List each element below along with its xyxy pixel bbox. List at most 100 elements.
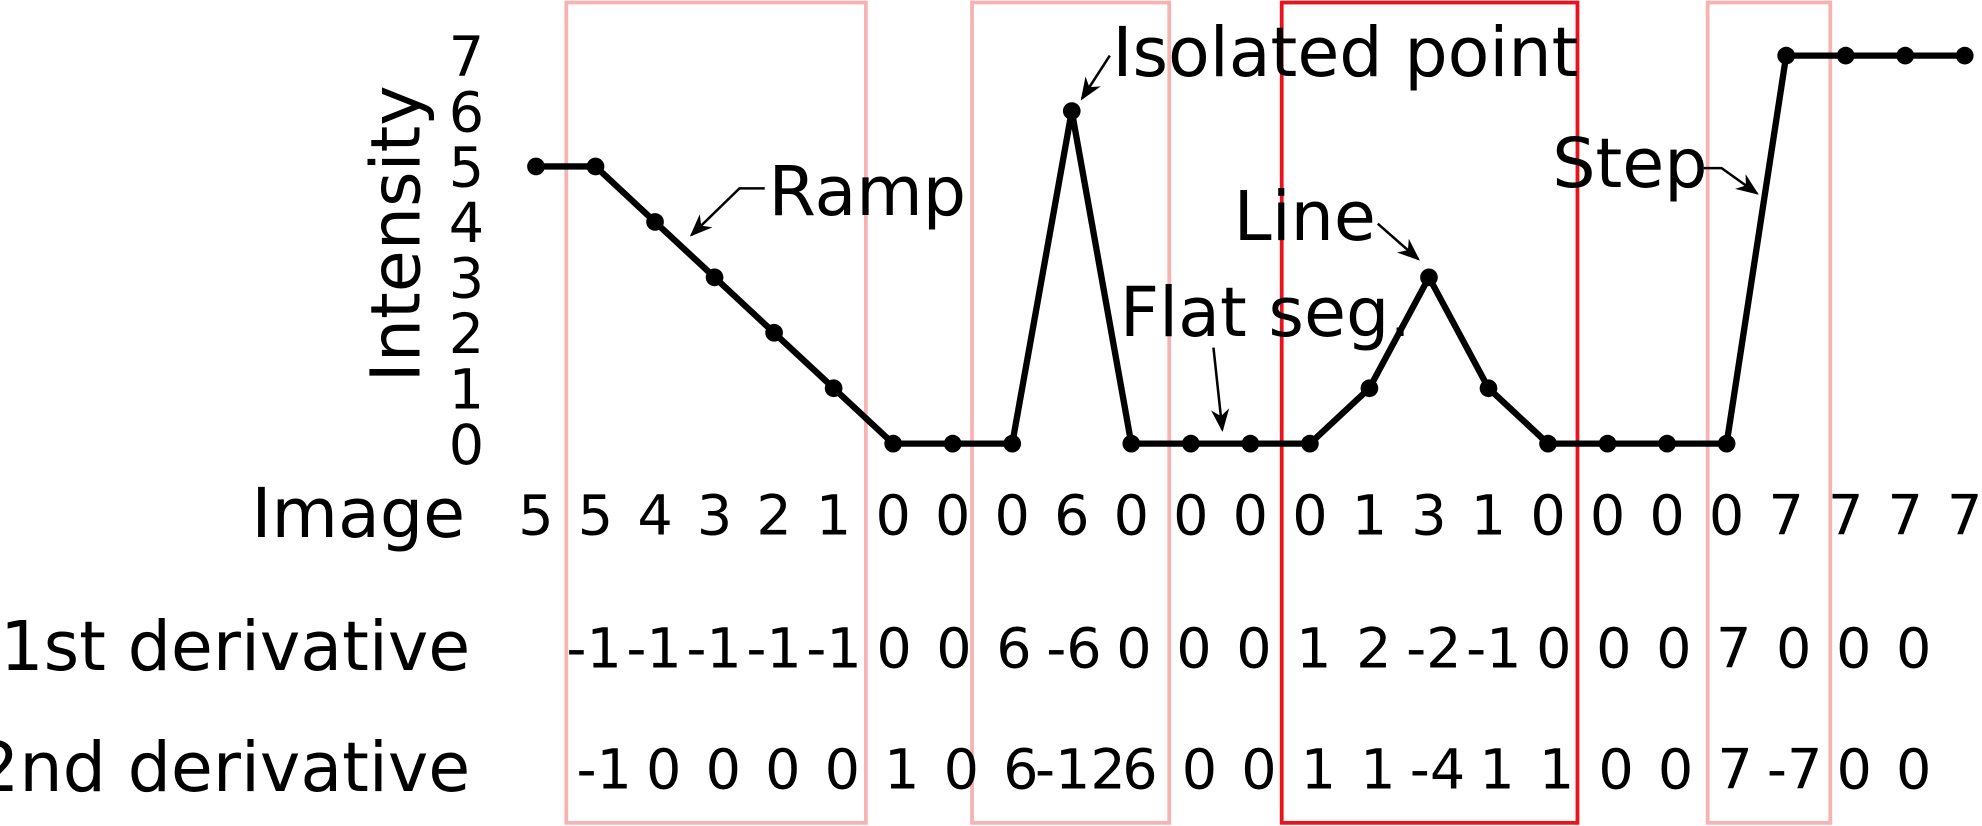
row-value: 0 xyxy=(765,738,800,803)
data-point xyxy=(646,213,664,231)
row-value: 0 xyxy=(1536,616,1571,681)
row-value: 6 xyxy=(1003,738,1038,803)
annotation: Step xyxy=(1552,125,1707,204)
step-box xyxy=(1705,0,1833,825)
row-value: 7 xyxy=(1888,484,1923,549)
data-point xyxy=(1539,434,1557,453)
row-value: 1 xyxy=(1471,484,1506,549)
data-point xyxy=(1122,434,1141,453)
annotation-arrow xyxy=(1080,54,1111,101)
row-value: 0 xyxy=(1598,738,1633,803)
row-value: 7 xyxy=(1716,616,1751,681)
y-axis-label: Intensity xyxy=(358,85,437,382)
data-point xyxy=(1836,46,1855,65)
row-value: 0 xyxy=(1116,616,1151,681)
row-value: 0 xyxy=(1656,616,1691,681)
data-point xyxy=(1360,379,1379,398)
annotation: Ramp xyxy=(769,153,967,232)
row-value: 6 xyxy=(1122,738,1157,803)
row-value: -1 xyxy=(746,616,801,681)
row-value: 7 xyxy=(1768,484,1803,549)
row-value: -7 xyxy=(1767,738,1822,803)
row-value: -1 xyxy=(1466,616,1521,681)
annotation: Isolated point xyxy=(1112,14,1578,93)
y-tick-label: 1 xyxy=(449,357,484,422)
row-value: 0 xyxy=(1233,484,1268,549)
row-value: 4 xyxy=(637,484,672,549)
y-tick-label: 6 xyxy=(449,80,484,145)
row-value: -6 xyxy=(1046,616,1101,681)
row-value: -1 xyxy=(806,616,861,681)
data-point xyxy=(765,323,783,342)
row-value: -2 xyxy=(1406,616,1461,681)
row-label: 2nd derivative xyxy=(0,729,470,808)
data-point xyxy=(1658,434,1676,453)
annotation-arrow xyxy=(1703,166,1759,195)
y-tick-label: 0 xyxy=(449,413,484,478)
data-point xyxy=(586,157,605,176)
data-point xyxy=(1777,46,1796,65)
row-value: 7 xyxy=(1828,484,1863,549)
row-value: 0 xyxy=(1836,616,1871,681)
row-value: 5 xyxy=(518,484,553,549)
row-value: 1 xyxy=(1296,616,1331,681)
row-value: -12 xyxy=(1035,738,1126,803)
row-value: 7 xyxy=(1717,738,1752,803)
row-value: 0 xyxy=(995,484,1030,549)
data-point xyxy=(1181,434,1200,453)
row-value: 1 xyxy=(816,484,851,549)
data-point xyxy=(1062,102,1081,120)
row-value: 1 xyxy=(884,738,919,803)
row-value: 0 xyxy=(935,484,970,549)
row-value: 0 xyxy=(876,616,911,681)
data-point xyxy=(824,379,843,398)
data-point xyxy=(943,434,962,453)
annotation: Line xyxy=(1234,178,1376,257)
annotation: Flat seg. xyxy=(1120,274,1411,353)
row-value: 1 xyxy=(1301,738,1336,803)
row-value: 3 xyxy=(1411,484,1446,549)
line-box xyxy=(1279,0,1580,825)
data-point xyxy=(705,268,724,287)
y-tick-label: 5 xyxy=(449,136,484,201)
row-value: 1 xyxy=(1360,738,1395,803)
row-value: 0 xyxy=(1173,484,1208,549)
data-point xyxy=(1896,46,1915,65)
row-value: 0 xyxy=(1176,616,1211,681)
row-value: 0 xyxy=(1596,616,1631,681)
row-value: 0 xyxy=(1241,738,1276,803)
row-value: 1 xyxy=(1352,484,1387,549)
y-tick-label: 3 xyxy=(449,247,484,312)
row-value: 0 xyxy=(646,738,681,803)
data-point xyxy=(527,157,545,176)
row-value: 3 xyxy=(697,484,732,549)
data-point xyxy=(1003,434,1022,453)
row-value: 2 xyxy=(1356,616,1391,681)
y-tick-label: 4 xyxy=(449,191,484,256)
row-label: 1st derivative xyxy=(0,608,470,687)
row-value: 1 xyxy=(1539,738,1574,803)
row-value: 0 xyxy=(1590,484,1625,549)
row-value: 1 xyxy=(1479,738,1514,803)
row-label: Image xyxy=(251,475,465,554)
row-value: 0 xyxy=(1292,484,1327,549)
row-value: 7 xyxy=(1947,484,1982,549)
data-point xyxy=(1301,434,1319,453)
row-value: 2 xyxy=(756,484,791,549)
annotation-arrow xyxy=(1376,222,1420,261)
row-value: 0 xyxy=(1836,738,1871,803)
row-value: 5 xyxy=(578,484,613,549)
row-value: 0 xyxy=(1114,484,1149,549)
data-point xyxy=(1598,434,1617,453)
row-value: 0 xyxy=(875,484,910,549)
isolated-point-box xyxy=(970,0,1172,825)
data-point xyxy=(884,434,903,453)
row-value: 0 xyxy=(936,616,971,681)
row-value: 0 xyxy=(1709,484,1744,549)
row-value: 0 xyxy=(1236,616,1271,681)
row-value: -1 xyxy=(577,738,632,803)
data-point xyxy=(1717,434,1736,453)
row-value: -1 xyxy=(686,616,741,681)
data-point xyxy=(1241,434,1260,453)
